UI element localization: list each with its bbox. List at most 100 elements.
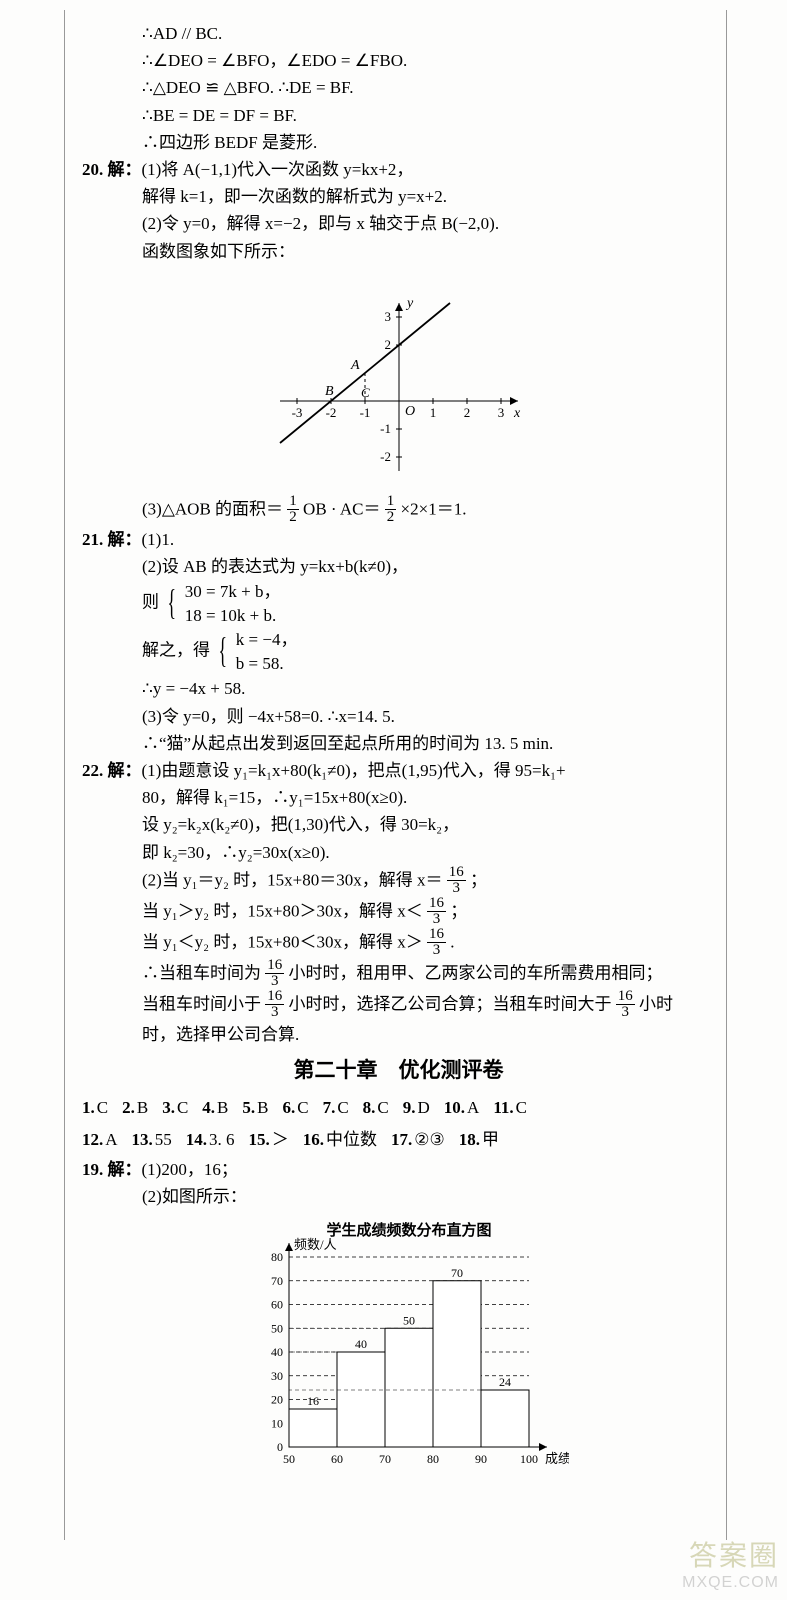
text: 小时时，租用甲、乙两家公司的车所需费用相同； [289, 963, 663, 982]
q21-sys: 解之，得 { k = −4， b = 58. [82, 628, 715, 676]
frac-top: 16 [616, 989, 635, 1005]
text: 设 y₂=k₂x(k₂≠0)，把(1,30)代入，得 30=k₂， [142, 815, 459, 834]
text: (2)如图所示： [142, 1187, 247, 1206]
fraction: 163 [427, 896, 446, 927]
text: ； [470, 870, 487, 889]
q22-line: 即 k₂=30，∴y₂=30x(x≥0). [82, 839, 715, 866]
q19-line: (2)如图所示： [82, 1183, 715, 1210]
fraction: 163 [447, 865, 466, 896]
q22-eq: (2)当 y₁＝y₂ 时，15x+80＝30x，解得 x＝ 163 ； [82, 866, 715, 897]
q-num: 20. 解： [82, 160, 142, 179]
q21-sys: 则 { 30 = 7k + b， 18 = 10k + b. [82, 580, 715, 628]
sys-row: k = −4， [236, 628, 298, 652]
fraction: 163 [616, 989, 635, 1020]
answer-item: 10.A [444, 1092, 480, 1124]
answer-item: 12.A [82, 1124, 118, 1156]
q22-line: 80，解得 k₁=15，∴y₁=15x+80(x≥0). [82, 784, 715, 811]
watermark-text: MXQE.COM [682, 1574, 779, 1592]
proof-line: ∴∠DEO = ∠BFO，∠EDO = ∠FBO. [82, 47, 715, 74]
watermark: 答案圈 MXQE.COM [682, 1534, 779, 1592]
line-chart: -3-2-1123-2-123ABCOxy [249, 271, 549, 481]
svg-text:40: 40 [355, 1337, 367, 1351]
q22-eq: 当 y₁＞y₂ 时，15x+80＞30x，解得 x＜ 163 ； [82, 897, 715, 928]
q22-line: 时，选择甲公司合算. [82, 1021, 715, 1048]
frac-bot: 2 [287, 510, 299, 525]
frac-bot: 3 [427, 912, 446, 927]
q21-line: (3)令 y=0，则 −4x+58=0. ∴x=14. 5. [82, 703, 715, 730]
fraction: 12 [287, 494, 299, 525]
answer-item: 11.C [493, 1092, 527, 1124]
text: 函数图象如下所示： [142, 242, 295, 261]
text: ×2×1＝1. [401, 499, 467, 518]
svg-text:80: 80 [427, 1452, 439, 1466]
text: ∴BE = DE = DF = BF. [142, 106, 297, 125]
answer-item: 6.C [282, 1092, 308, 1124]
q21-head: 21. 解：(1)1. [82, 526, 715, 553]
page: ∴AD // BC. ∴∠DEO = ∠BFO，∠EDO = ∠FBO. ∴△D… [0, 0, 787, 1600]
answer-item: 14.3. 6 [186, 1124, 235, 1156]
q21-line: ∴“猫”从起点出发到返回至起点所用的时间为 13. 5 min. [82, 730, 715, 757]
frac-top: 16 [447, 865, 466, 881]
text: (1)200，16； [142, 1160, 238, 1179]
answer-item: 4.B [202, 1092, 228, 1124]
watermark-text: 答案圈 [682, 1534, 779, 1574]
svg-text:80: 80 [271, 1250, 283, 1264]
text: (1)1. [142, 530, 175, 549]
svg-text:学生成绩频数分布直方图: 学生成绩频数分布直方图 [326, 1221, 491, 1239]
answer-item: 17.②③ [391, 1124, 445, 1156]
answer-item: 7.C [323, 1092, 349, 1124]
text: . [450, 932, 454, 951]
answer-item: 13.55 [132, 1124, 172, 1156]
q-num: 21. 解： [82, 530, 142, 549]
text: ∴四边形 BEDF 是菱形. [142, 133, 317, 152]
svg-text:60: 60 [271, 1297, 283, 1311]
svg-text:60: 60 [331, 1452, 343, 1466]
q22-head: 22. 解：(1)由题意设 y₁=k₁x+80(k₁≠0)，把点(1,95)代入… [82, 757, 715, 784]
frac-bot: 3 [447, 881, 466, 896]
text: 当租车时间小于 [142, 994, 261, 1013]
svg-text:C: C [361, 385, 370, 400]
svg-text:70: 70 [379, 1452, 391, 1466]
svg-text:频数/人: 频数/人 [294, 1237, 337, 1252]
svg-text:3: 3 [497, 405, 504, 420]
q22-line: ∴当租车时间为 163 小时时，租用甲、乙两家公司的车所需费用相同； [82, 959, 715, 990]
q20-line: 解得 k=1，即一次函数的解析式为 y=x+2. [82, 183, 715, 210]
system: 30 = 7k + b， 18 = 10k + b. [185, 580, 281, 628]
text: ∴∠DEO = ∠BFO，∠EDO = ∠FBO. [142, 51, 407, 70]
q20-head: 20. 解：(1)将 A(−1,1)代入一次函数 y=kx+2， [82, 156, 715, 183]
svg-text:-2: -2 [325, 405, 336, 420]
svg-text:90: 90 [475, 1452, 487, 1466]
brace-icon: { [219, 632, 228, 668]
text: (2)当 y₁＝y₂ 时，15x+80＝30x，解得 x＝ [142, 870, 443, 889]
svg-text:3: 3 [384, 309, 391, 324]
answer-item: 18.甲 [459, 1124, 499, 1156]
q20-line: (2)令 y=0，解得 x=−2，即与 x 轴交于点 B(−2,0). [82, 210, 715, 237]
frac-bot: 3 [427, 943, 446, 958]
text: 80，解得 k₁=15，∴y₁=15x+80(x≥0). [142, 788, 407, 807]
q19-head: 19. 解：(1)200，16； [82, 1156, 715, 1183]
sys-row: 30 = 7k + b， [185, 580, 281, 604]
answers-row: 1.C2.B3.C4.B5.B6.C7.C8.C9.D10.A11.C [82, 1092, 715, 1124]
svg-text:2: 2 [463, 405, 470, 420]
fraction: 163 [427, 927, 446, 958]
frac-bot: 3 [616, 1005, 635, 1020]
text: 小时 [639, 994, 673, 1013]
text: ∴AD // BC. [142, 24, 222, 43]
text: (1)将 A(−1,1)代入一次函数 y=kx+2， [142, 160, 414, 179]
answer-item: 3.C [162, 1092, 188, 1124]
svg-text:2: 2 [384, 337, 391, 352]
svg-text:30: 30 [271, 1368, 283, 1382]
answer-item: 15.＞ [249, 1124, 289, 1156]
text: (2)令 y=0，解得 x=−2，即与 x 轴交于点 B(−2,0). [142, 214, 499, 233]
system: k = −4， b = 58. [236, 628, 298, 676]
svg-text:A: A [350, 358, 360, 373]
sys-row: 18 = 10k + b. [185, 604, 281, 628]
brace-icon: { [168, 584, 177, 620]
svg-text:70: 70 [271, 1273, 283, 1287]
frac-bot: 3 [265, 974, 284, 989]
answers-row: 12.A13.5514.3. 615.＞16.中位数17.②③18.甲 [82, 1124, 715, 1156]
text: (2)设 AB 的表达式为 y=kx+b(k≠0)， [142, 557, 408, 576]
svg-text:O: O [405, 404, 415, 419]
frac-top: 16 [427, 927, 446, 943]
text: 即 k₂=30，∴y₂=30x(x≥0). [142, 843, 330, 862]
